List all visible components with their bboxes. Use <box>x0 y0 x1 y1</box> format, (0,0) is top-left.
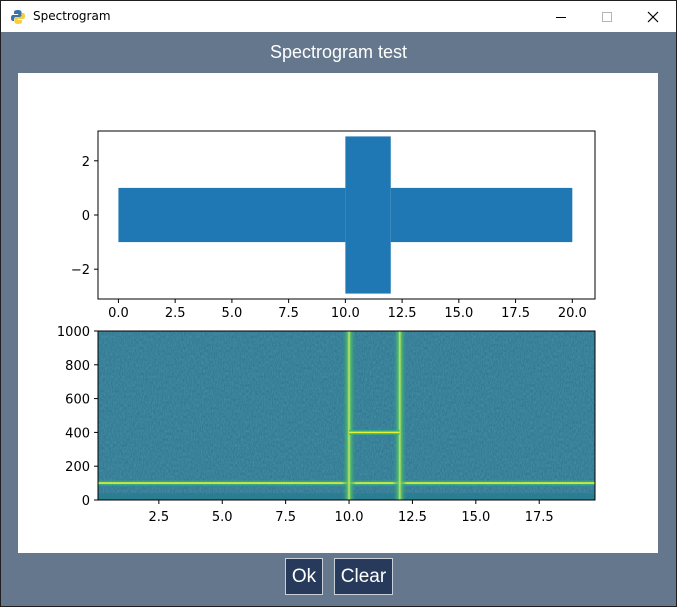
minimize-button[interactable] <box>538 1 584 32</box>
x-tick-label: 17.5 <box>525 510 554 525</box>
maximize-icon <box>602 11 612 22</box>
window-title: Spectrogram <box>33 9 111 23</box>
figure-svg: 0.0 2.5 5.0 7.5 10.0 12.5 15.0 17.5 20.0 2 0 −2 2.5… <box>57 130 596 525</box>
ok-button[interactable]: Ok <box>285 558 323 595</box>
y-tick-label: 200 <box>65 460 90 475</box>
x-tick-label: 5.0 <box>222 306 243 321</box>
y-tick-label: 600 <box>65 393 90 408</box>
page-heading: Spectrogram test <box>269 42 408 62</box>
close-button[interactable] <box>630 1 676 32</box>
x-tick-label: 15.0 <box>444 306 473 321</box>
x-tick-label: 10.0 <box>331 306 360 321</box>
x-tick-label: 12.5 <box>388 306 417 321</box>
x-tick-label: 12.5 <box>398 510 427 525</box>
x-tick-label: 10.0 <box>335 510 364 525</box>
y-tick-label: 400 <box>65 426 90 441</box>
y-tick-label: 2 <box>82 155 90 170</box>
y-tick-label: −2 <box>71 263 90 278</box>
clear-button[interactable]: Clear <box>334 558 393 595</box>
x-tick-label: 0.0 <box>108 306 129 321</box>
x-tick-label: 7.5 <box>278 306 299 321</box>
y-tick-label: 1000 <box>57 325 90 340</box>
spectrogram-plot: 2.5 5.0 7.5 10.0 12.5 15.0 17.5 1000 800 600 400 20… <box>57 325 596 525</box>
x-tick-label: 5.0 <box>212 510 233 525</box>
python-app-icon <box>11 10 25 24</box>
x-tick-label: 2.5 <box>149 510 170 525</box>
close-icon <box>647 11 659 22</box>
x-tick-label: 20.0 <box>558 306 587 321</box>
minimize-icon <box>556 16 566 18</box>
y-tick-label: 0 <box>82 494 90 509</box>
x-tick-label: 15.0 <box>461 510 490 525</box>
x-tick-label: 17.5 <box>501 306 530 321</box>
y-tick-label: 800 <box>65 359 90 374</box>
title-bar: Spectrogram <box>1 1 676 32</box>
waveform-plot: 0.0 2.5 5.0 7.5 10.0 12.5 15.0 17.5 20.0 2 0 −2 <box>71 130 596 321</box>
waveform-segment-0 <box>118 187 346 243</box>
x-tick-label: 7.5 <box>275 510 296 525</box>
waveform-segment-2 <box>390 187 573 243</box>
axes-frame <box>97 330 596 501</box>
y-tick-label: 0 <box>82 209 90 224</box>
figure-canvas: 0.0 2.5 5.0 7.5 10.0 12.5 15.0 17.5 20.0 2 0 −2 2.5… <box>18 73 658 553</box>
maximize-button[interactable] <box>584 1 630 32</box>
waveform-segment-1 <box>345 136 391 294</box>
x-tick-label: 2.5 <box>165 306 186 321</box>
